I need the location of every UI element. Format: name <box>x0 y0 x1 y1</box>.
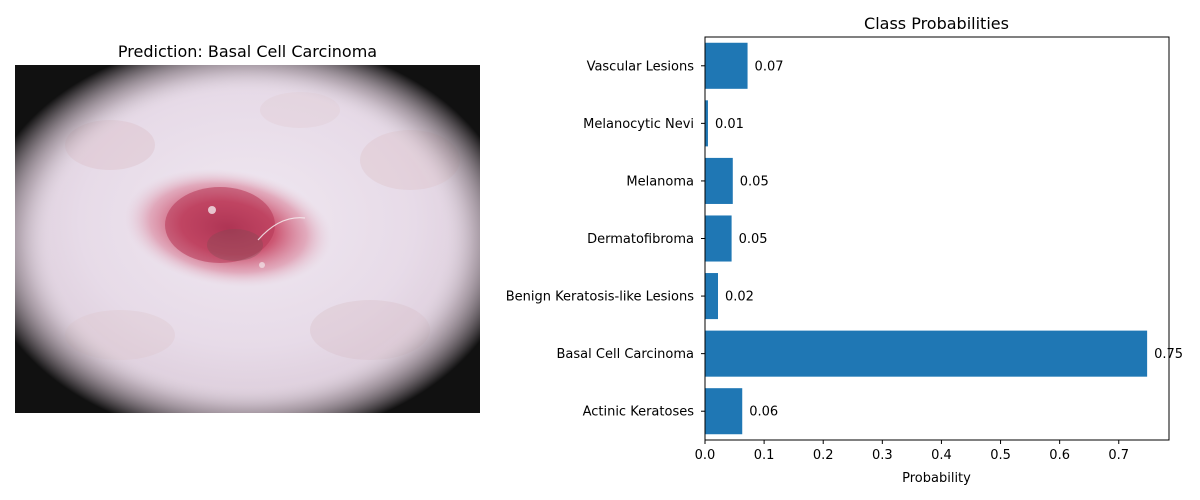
bar <box>705 215 732 262</box>
x-tick-label: 0.2 <box>813 448 834 463</box>
x-tick-label: 0.5 <box>990 448 1011 463</box>
y-tick-label: Dermatofibroma <box>587 232 694 247</box>
bar <box>705 330 1148 377</box>
image-panel-title: Prediction: Basal Cell Carcinoma <box>118 42 377 61</box>
bar-value-label: 0.01 <box>715 117 744 132</box>
dermoscopy-image <box>15 65 480 413</box>
x-axis-label: Probability <box>902 471 971 486</box>
plot-frame <box>704 36 1170 441</box>
y-tick-label: Vascular Lesions <box>587 59 695 74</box>
y-tick-label: Benign Keratosis-like Lesions <box>506 290 694 305</box>
x-tick-label: 0.6 <box>1049 448 1070 463</box>
bar-value-label: 0.02 <box>725 290 754 305</box>
y-tick-label: Basal Cell Carcinoma <box>557 347 694 362</box>
bar <box>705 100 708 147</box>
bar-value-label: 0.05 <box>740 174 769 189</box>
chart-title: Class Probabilities <box>864 14 1009 33</box>
x-tick-label: 0.3 <box>872 448 893 463</box>
bar <box>705 157 733 204</box>
x-tick-label: 0.7 <box>1108 448 1129 463</box>
bar <box>705 273 719 320</box>
y-tick-label: Melanoma <box>626 174 694 189</box>
bar-value-label: 0.06 <box>749 405 778 420</box>
bar-value-label: 0.05 <box>739 232 768 247</box>
y-tick-label: Melanocytic Nevi <box>583 117 694 132</box>
bar-value-label: 0.07 <box>755 59 784 74</box>
x-tick-label: 0.0 <box>695 448 716 463</box>
x-tick-label: 0.1 <box>754 448 775 463</box>
bar <box>705 42 748 89</box>
y-tick-label: Actinic Keratoses <box>583 405 695 420</box>
x-tick-label: 0.4 <box>931 448 952 463</box>
bar <box>705 388 743 435</box>
